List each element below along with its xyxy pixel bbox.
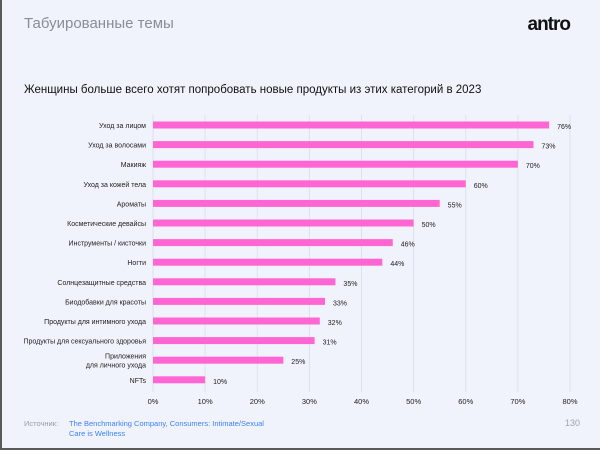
source-link[interactable]: The Benchmarking Company, Consumers: Int… [69, 419, 264, 438]
x-tick-label: 80% [562, 397, 577, 406]
value-label: 60% [474, 183, 488, 190]
category-label: Продукты для интимного ухода [44, 319, 146, 326]
value-label: 44% [390, 261, 404, 268]
x-tick-label: 40% [354, 397, 369, 406]
value-label: 31% [323, 340, 337, 347]
category-label: Ногти [127, 260, 146, 267]
bar [153, 121, 550, 129]
category-label: для личного ухода [86, 363, 146, 370]
bar [153, 141, 534, 149]
category-label: Биодобавки для красоты [65, 298, 146, 306]
bar [153, 219, 414, 227]
category-label: Косметические девайсы [67, 220, 146, 228]
bar [153, 180, 466, 188]
value-label: 70% [526, 163, 540, 170]
bar [153, 199, 440, 207]
bar [153, 297, 326, 305]
section-title: Табуированные темы [24, 15, 174, 32]
bar [153, 239, 393, 247]
category-label: Уход за кожей тела [83, 181, 146, 189]
category-label: Ароматы [117, 201, 146, 208]
category-label: NFTs [130, 378, 147, 385]
category-label: Солнцезащитные средства [57, 280, 146, 287]
x-tick-label: 10% [198, 397, 213, 406]
value-label: 32% [328, 320, 342, 327]
x-tick-label: 70% [510, 397, 525, 406]
x-tick-label: 20% [250, 397, 265, 406]
bar [153, 356, 284, 364]
value-label: 33% [333, 300, 347, 307]
value-label: 55% [448, 202, 462, 209]
source-label: Источник: [24, 419, 59, 428]
category-label: Продукты для сексуального здоровья [23, 339, 146, 346]
x-tick-label: 30% [302, 397, 317, 406]
page-number: 130 [565, 418, 581, 428]
bar [153, 376, 206, 384]
value-label: 35% [343, 281, 357, 288]
bar [153, 317, 320, 325]
bar [153, 160, 518, 168]
x-tick-label: 50% [406, 397, 421, 406]
category-label: Инструменты / кисточки [69, 241, 147, 248]
value-label: 73% [542, 144, 556, 151]
value-label: 25% [291, 359, 305, 366]
category-label: Уход за волосами [88, 143, 146, 150]
bar [153, 258, 383, 266]
x-tick-label: 0% [148, 397, 159, 406]
antro-logo: antro [527, 14, 571, 35]
value-label: 76% [557, 124, 571, 131]
category-label: Уход за лицом [99, 123, 146, 130]
bar [153, 337, 315, 345]
x-tick-label: 60% [458, 397, 473, 406]
value-label: 10% [213, 379, 227, 386]
category-label: Макияж [121, 162, 147, 169]
value-label: 46% [401, 242, 415, 249]
chart-title: Женщины больше всего хотят попробовать н… [24, 84, 482, 96]
bar [153, 278, 336, 286]
category-label: Приложения [105, 354, 146, 361]
value-label: 50% [422, 222, 436, 229]
